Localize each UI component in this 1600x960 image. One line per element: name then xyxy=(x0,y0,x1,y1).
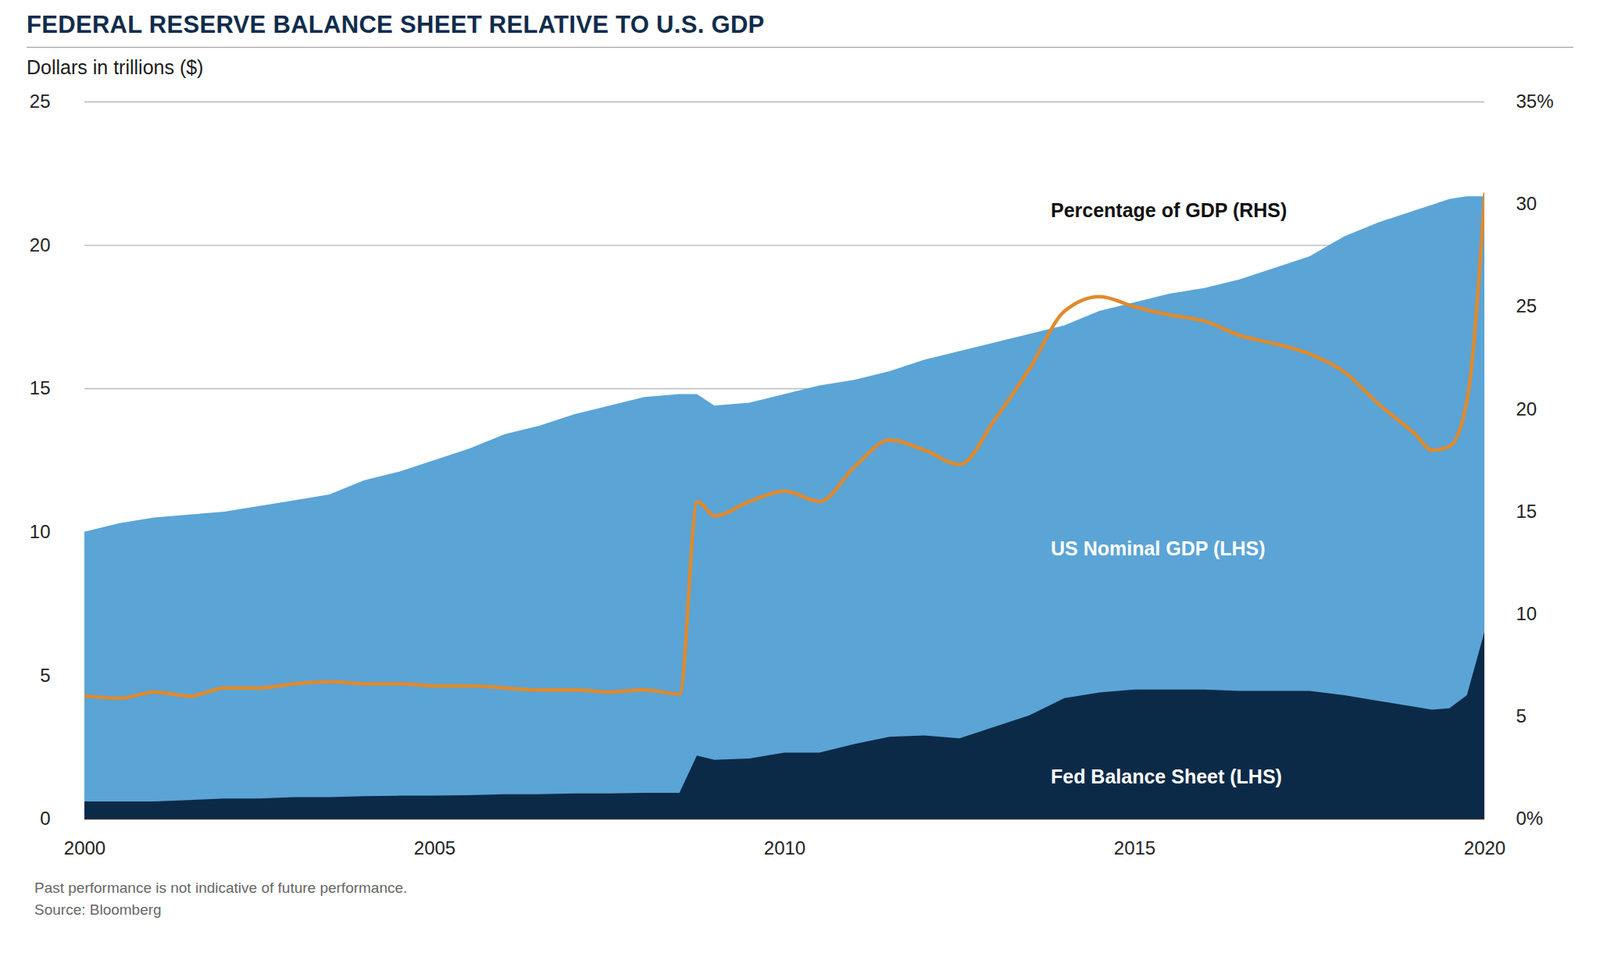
svg-text:10: 10 xyxy=(1516,603,1538,625)
svg-text:35%: 35% xyxy=(1516,90,1554,112)
svg-text:5: 5 xyxy=(39,664,50,686)
svg-text:2020: 2020 xyxy=(1464,837,1506,859)
svg-text:30: 30 xyxy=(1516,192,1538,215)
svg-text:Fed Balance Sheet (LHS): Fed Balance Sheet (LHS) xyxy=(1050,765,1283,788)
svg-text:20: 20 xyxy=(29,234,51,256)
html-text:Source: Bloomberg: Source: Bloomberg xyxy=(34,901,162,918)
svg-text:0%: 0% xyxy=(1516,807,1544,829)
svg-text:US Nominal GDP (LHS): US Nominal GDP (LHS) xyxy=(1050,537,1266,560)
svg-text:0: 0 xyxy=(39,807,50,829)
svg-text:20: 20 xyxy=(1516,398,1538,420)
svg-text:2015: 2015 xyxy=(1114,837,1156,859)
svg-text:2000: 2000 xyxy=(64,837,106,859)
svg-text:25: 25 xyxy=(29,90,51,112)
svg-text:15: 15 xyxy=(1516,500,1538,522)
html-text:FEDERAL RESERVE BALANCE SHEET: FEDERAL RESERVE BALANCE SHEET RELATIVE T… xyxy=(26,10,765,39)
svg-text:25: 25 xyxy=(1516,295,1538,317)
svg-text:15: 15 xyxy=(29,377,51,399)
svg-text:2010: 2010 xyxy=(764,837,806,859)
svg-text:2005: 2005 xyxy=(414,837,456,859)
svg-text:5: 5 xyxy=(1516,705,1527,727)
html-text:Past performance is not indica: Past performance is not indicative of fu… xyxy=(34,879,408,897)
html-text:Dollars in trillions ($): Dollars in trillions ($) xyxy=(26,56,204,79)
svg-text:10: 10 xyxy=(29,521,51,543)
svg-text:Percentage of GDP (RHS): Percentage of GDP (RHS) xyxy=(1050,199,1287,222)
